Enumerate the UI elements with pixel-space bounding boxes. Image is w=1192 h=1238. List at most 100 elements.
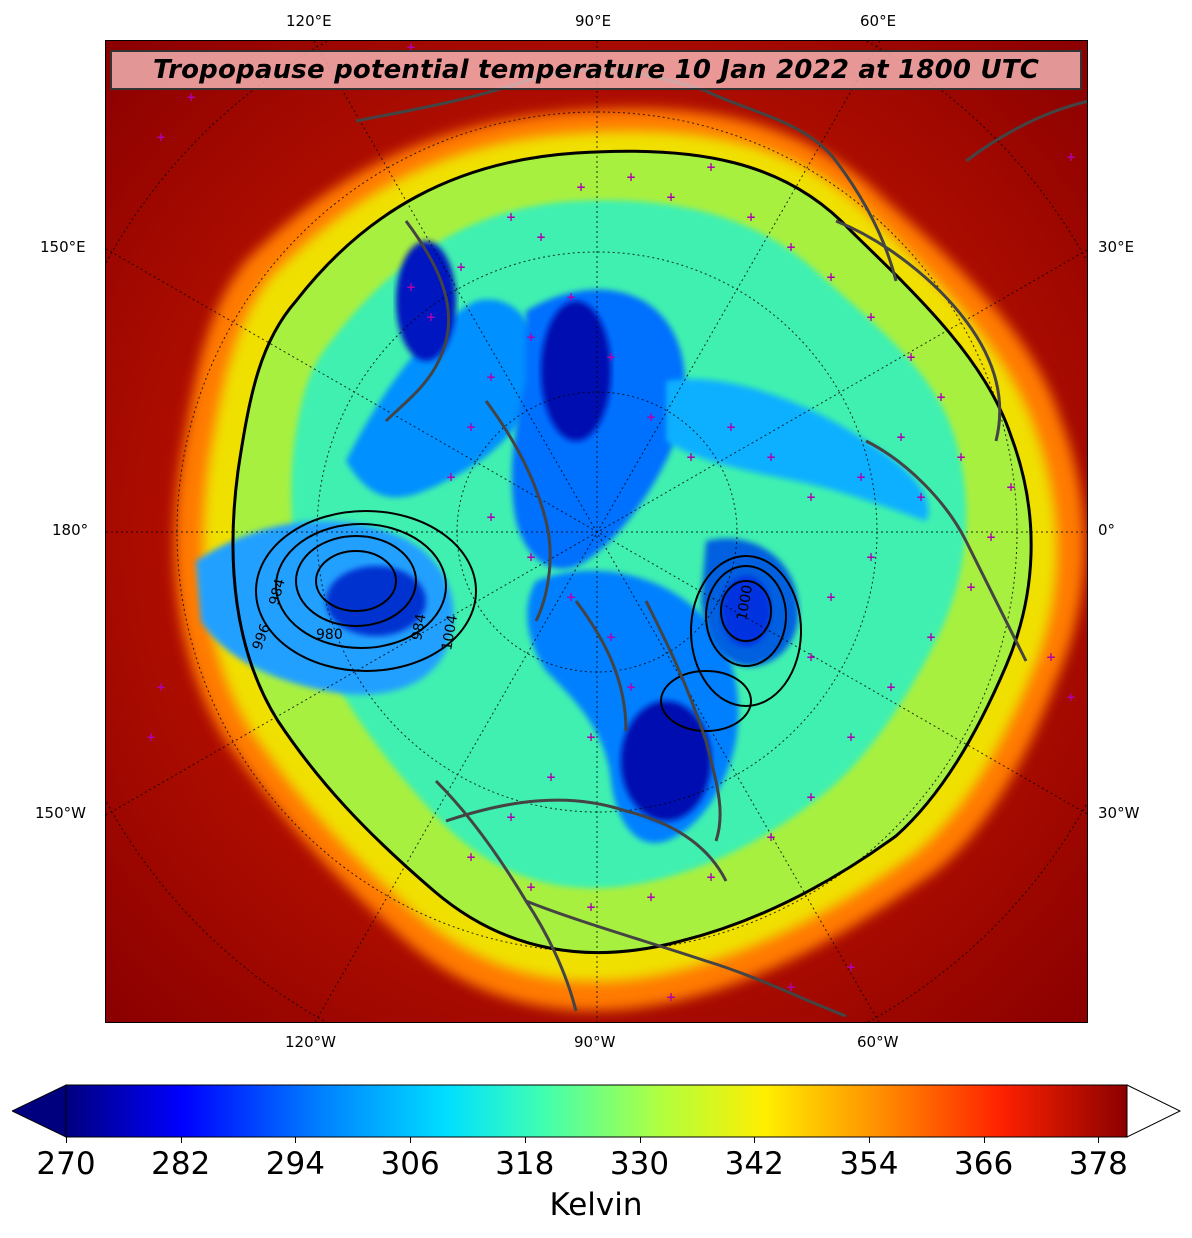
- svg-text:+: +: [936, 390, 946, 404]
- svg-text:+: +: [806, 650, 816, 664]
- svg-text:+: +: [156, 680, 166, 694]
- bottom-lon-label: 120°W: [285, 1033, 336, 1051]
- colorbar: [12, 1084, 1182, 1138]
- graticule: [106, 41, 1087, 1022]
- svg-text:+: +: [786, 240, 796, 254]
- colorbar-tick-label: 270: [36, 1146, 96, 1182]
- colorbar-tick-label: 342: [724, 1146, 784, 1182]
- svg-text:+: +: [506, 210, 516, 224]
- contour-label: 984: [266, 577, 288, 607]
- contour-label: 980: [316, 627, 343, 643]
- colorbar-gradient: [65, 1084, 1128, 1138]
- svg-text:+: +: [706, 160, 716, 174]
- contour-label: 984: [409, 613, 429, 642]
- svg-text:+: +: [866, 550, 876, 564]
- colorbar-tick-mark: [66, 1137, 67, 1143]
- svg-text:+: +: [566, 590, 576, 604]
- svg-text:+: +: [686, 450, 696, 464]
- svg-text:+: +: [186, 90, 196, 104]
- bottom-lon-label: 60°W: [857, 1033, 899, 1051]
- svg-text:+: +: [406, 280, 416, 294]
- right-lon-label: 30°W: [1098, 804, 1140, 822]
- left-lon-label: 150°E: [40, 238, 86, 256]
- right-lon-label: 30°E: [1098, 238, 1135, 256]
- svg-text:+: +: [446, 470, 456, 484]
- left-lon-label: 180°: [52, 521, 89, 539]
- svg-text:+: +: [866, 310, 876, 324]
- tropopause-boundary: [231, 149, 1033, 955]
- contour-labels: 984 980 996 984 1004 1000: [250, 577, 756, 652]
- colorbar-tick-label: 282: [151, 1146, 211, 1182]
- colorbar-label: Kelvin: [549, 1187, 643, 1223]
- colorbar-tick-mark: [639, 1137, 641, 1143]
- contour-label: 1000: [734, 584, 756, 622]
- top-lon-label: 120°E: [286, 12, 332, 30]
- svg-text:+: +: [626, 170, 636, 184]
- colorbar-tick-label: 306: [380, 1146, 440, 1182]
- colorbar-tick-label: 318: [495, 1146, 555, 1182]
- colorbar-tick-label: 354: [839, 1146, 899, 1182]
- svg-text:+: +: [956, 450, 966, 464]
- svg-text:+: +: [426, 310, 436, 324]
- colorbar-max-extend: [1126, 1084, 1182, 1138]
- blue-lobe-3: [666, 379, 929, 521]
- pressure-contours: [255, 510, 802, 732]
- svg-text:+: +: [806, 790, 816, 804]
- deep-core-5: [721, 576, 771, 646]
- svg-text:+: +: [1046, 650, 1056, 664]
- colorbar-tick-mark: [754, 1137, 756, 1143]
- svg-text:+: +: [706, 870, 716, 884]
- deep-core-4: [621, 701, 711, 821]
- svg-text:+: +: [456, 260, 466, 274]
- svg-text:+: +: [576, 180, 586, 194]
- map-panel: 984 980 996 984 1004 1000: [105, 40, 1088, 1023]
- svg-text:+: +: [1066, 690, 1076, 704]
- svg-text:+: +: [666, 190, 676, 204]
- svg-text:+: +: [986, 530, 996, 544]
- colorbar-tick-mark: [295, 1137, 297, 1143]
- svg-text:+: +: [926, 630, 936, 644]
- svg-text:+: +: [966, 580, 976, 594]
- svg-text:+: +: [826, 590, 836, 604]
- colorbar-tick-mark: [410, 1137, 412, 1143]
- bottom-lon-label: 90°W: [574, 1033, 616, 1051]
- colorbar-tick-label: 378: [1068, 1146, 1128, 1182]
- blue-lobe-1: [346, 299, 538, 498]
- left-lon-label: 150°W: [35, 804, 86, 822]
- svg-text:+: +: [406, 41, 416, 54]
- svg-text:+: +: [906, 350, 916, 364]
- svg-text:+: +: [586, 730, 596, 744]
- svg-text:+: +: [726, 420, 736, 434]
- svg-text:+: +: [766, 830, 776, 844]
- svg-text:+: +: [646, 410, 656, 424]
- contour-label: 1004: [439, 614, 461, 652]
- svg-text:+: +: [526, 880, 536, 894]
- svg-text:+: +: [896, 430, 906, 444]
- svg-text:+: +: [506, 810, 516, 824]
- svg-text:+: +: [526, 330, 536, 344]
- svg-text:+: +: [846, 960, 856, 974]
- station-markers: +++ +++ +++ +++ +++ +++ +++ +++ +++ +++ …: [146, 41, 1087, 1004]
- colorbar-tick-label: 330: [609, 1146, 670, 1182]
- svg-text:+: +: [916, 490, 926, 504]
- svg-text:+: +: [666, 990, 676, 1004]
- svg-text:+: +: [486, 510, 496, 524]
- colorbar-tick-mark: [180, 1137, 182, 1143]
- colorbar-tick-label: 294: [265, 1146, 325, 1182]
- deep-core-3: [326, 566, 426, 636]
- deep-core-1: [396, 241, 456, 361]
- colorbar-min-extend: [12, 1084, 67, 1138]
- svg-text:+: +: [846, 730, 856, 744]
- svg-text:+: +: [646, 890, 656, 904]
- svg-text:+: +: [156, 130, 166, 144]
- svg-text:+: +: [786, 980, 796, 994]
- svg-text:+: +: [1066, 150, 1076, 164]
- top-lon-label: 60°E: [860, 12, 897, 30]
- svg-text:+: +: [606, 350, 616, 364]
- svg-text:+: +: [466, 850, 476, 864]
- polar-stereographic-map: 984 980 996 984 1004 1000: [106, 41, 1087, 1022]
- top-lon-label: 90°E: [575, 12, 612, 30]
- svg-text:+: +: [606, 630, 616, 644]
- colorbar-tick-mark: [868, 1137, 870, 1143]
- svg-text:+: +: [746, 210, 756, 224]
